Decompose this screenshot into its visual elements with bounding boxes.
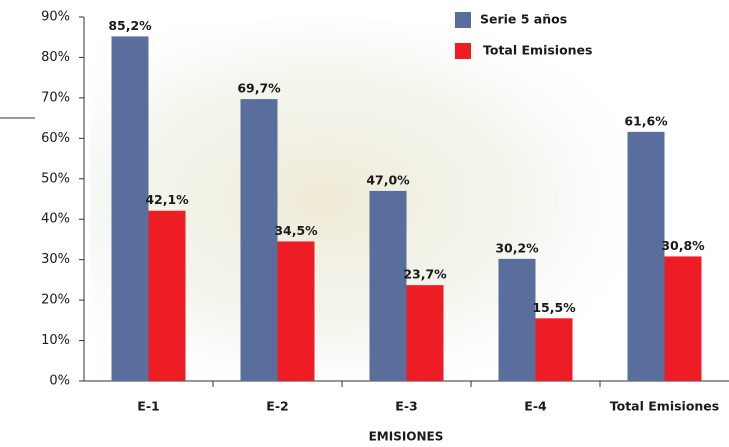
y-tick-label: 0% bbox=[49, 374, 70, 389]
value-label: 23,7% bbox=[403, 267, 447, 282]
bar bbox=[148, 210, 186, 381]
value-label: 30,2% bbox=[495, 240, 539, 255]
bar bbox=[627, 131, 665, 381]
value-label: 69,7% bbox=[237, 81, 281, 96]
x-axis-title: EMISIONES bbox=[369, 430, 444, 444]
x-tick-label: Total Emisiones bbox=[610, 399, 719, 414]
x-tick-label: E-2 bbox=[266, 399, 288, 414]
bar bbox=[406, 285, 444, 381]
x-tick-label: E-4 bbox=[524, 399, 547, 414]
bar bbox=[240, 99, 278, 381]
legend-label: Total Emisiones bbox=[483, 43, 592, 58]
y-tick-label: 50% bbox=[41, 171, 70, 186]
y-tick-label: 20% bbox=[41, 293, 70, 308]
bar bbox=[111, 36, 149, 382]
value-label: 47,0% bbox=[366, 172, 410, 187]
bar bbox=[277, 241, 315, 381]
value-label: 61,6% bbox=[624, 113, 668, 128]
y-tick-label: 80% bbox=[41, 50, 70, 65]
bar bbox=[369, 190, 407, 381]
value-label: 34,5% bbox=[274, 223, 318, 238]
bar bbox=[498, 258, 536, 381]
y-tick-label: 10% bbox=[41, 333, 70, 348]
y-tick-label: 30% bbox=[41, 252, 70, 267]
y-tick-label: 70% bbox=[41, 90, 70, 105]
value-label: 15,5% bbox=[532, 300, 576, 315]
y-tick-label: 40% bbox=[41, 212, 70, 227]
bar bbox=[664, 256, 702, 381]
y-tick-label: 60% bbox=[41, 131, 70, 146]
x-tick-label: E-3 bbox=[395, 399, 417, 414]
x-tick-label: E-1 bbox=[137, 399, 159, 414]
legend-swatch bbox=[455, 12, 471, 28]
value-label: 42,1% bbox=[145, 192, 189, 207]
y-tick-label: 90% bbox=[41, 10, 70, 25]
bar bbox=[535, 318, 573, 381]
value-label: 85,2% bbox=[108, 18, 152, 33]
legend-label: Serie 5 años bbox=[480, 12, 567, 27]
value-label: 30,8% bbox=[661, 238, 705, 253]
legend-swatch bbox=[455, 43, 471, 59]
